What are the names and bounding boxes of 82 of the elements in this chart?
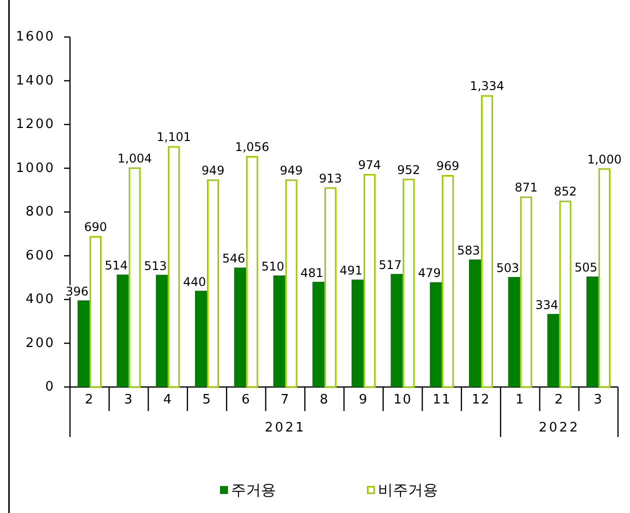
bar <box>156 274 168 387</box>
x-tick-label: 2 <box>84 392 94 408</box>
data-label: 1,334 <box>470 79 504 94</box>
bar <box>234 268 246 387</box>
legend-label: 주거용 <box>231 481 276 499</box>
y-tick-label: 1000 <box>16 160 55 176</box>
y-tick-label: 200 <box>26 336 55 351</box>
data-label: 871 <box>514 180 538 194</box>
data-label: 546 <box>222 252 246 266</box>
bar <box>273 275 286 387</box>
data-label: 852 <box>554 184 577 199</box>
text: 2021 <box>264 420 306 436</box>
data-label: 334 <box>535 298 558 312</box>
x-tick-label: 9 <box>358 392 368 408</box>
data-label: 952 <box>397 162 420 177</box>
legend-label: 비주거용 <box>378 481 438 499</box>
data-label: 491 <box>340 264 363 278</box>
x-tick-label: 11 <box>432 392 452 408</box>
data-label: 479 <box>418 266 441 280</box>
y-tick-label: 600 <box>26 248 55 264</box>
data-label: 949 <box>202 163 224 178</box>
data-label: 440 <box>183 274 206 289</box>
bar <box>78 300 90 387</box>
x-tick-label: 1 <box>516 392 525 408</box>
data-label: 583 <box>457 243 480 258</box>
data-label: 517 <box>378 258 402 272</box>
text: 2022 <box>538 420 580 436</box>
y-tick-label: 0 <box>45 380 55 394</box>
data-label: 505 <box>574 260 598 275</box>
data-label: 503 <box>496 260 520 275</box>
bar <box>390 274 403 387</box>
bar <box>481 95 493 388</box>
y-tick-label: 400 <box>26 292 55 307</box>
data-label: 513 <box>144 258 167 273</box>
data-label: 690 <box>84 220 108 234</box>
y-tick-label: 1200 <box>16 117 55 132</box>
x-tick-label: 5 <box>202 392 212 408</box>
bar <box>128 167 141 388</box>
bar <box>285 179 298 388</box>
data-label: 949 <box>280 163 303 178</box>
bar <box>508 276 520 387</box>
bar <box>402 178 415 388</box>
bar <box>90 236 102 388</box>
x-tick-label: 4 <box>163 392 172 408</box>
bar <box>559 200 572 388</box>
y-tick-label: 1400 <box>16 73 55 88</box>
data-label: 514 <box>104 258 128 273</box>
data-label: 1,056 <box>234 140 270 154</box>
bar <box>598 168 610 388</box>
x-tick-label: 2 <box>554 392 564 408</box>
data-label: 913 <box>318 171 342 186</box>
bar <box>195 290 207 387</box>
x-tick-label: 10 <box>393 392 412 408</box>
y-tick-label: 1600 <box>16 30 55 44</box>
data-label: 1,004 <box>118 151 152 166</box>
bar <box>430 282 442 387</box>
y-tick-label: 800 <box>26 204 55 220</box>
bar <box>364 174 376 388</box>
data-label: 1,101 <box>156 130 192 144</box>
bar <box>586 276 598 387</box>
x-tick-label: 12 <box>472 392 490 408</box>
data-label: 510 <box>261 259 284 274</box>
bar <box>547 314 560 387</box>
x-tick-label: 3 <box>594 392 604 408</box>
bar <box>246 156 258 388</box>
bar <box>116 274 129 387</box>
x-tick-label: 7 <box>280 392 290 408</box>
bar <box>520 196 532 388</box>
data-label: 481 <box>300 266 324 280</box>
bar <box>324 187 336 388</box>
data-label: 969 <box>436 159 460 174</box>
x-tick-label: 3 <box>124 392 134 408</box>
bar <box>207 179 219 388</box>
bar <box>442 175 454 388</box>
bar <box>352 280 364 387</box>
bar <box>312 282 324 387</box>
x-tick-label: 8 <box>320 392 330 408</box>
bar <box>168 146 180 388</box>
x-tick-label: 6 <box>242 392 251 408</box>
data-label: 1,000 <box>587 152 622 166</box>
data-label: 974 <box>358 158 382 172</box>
bar <box>469 259 481 387</box>
